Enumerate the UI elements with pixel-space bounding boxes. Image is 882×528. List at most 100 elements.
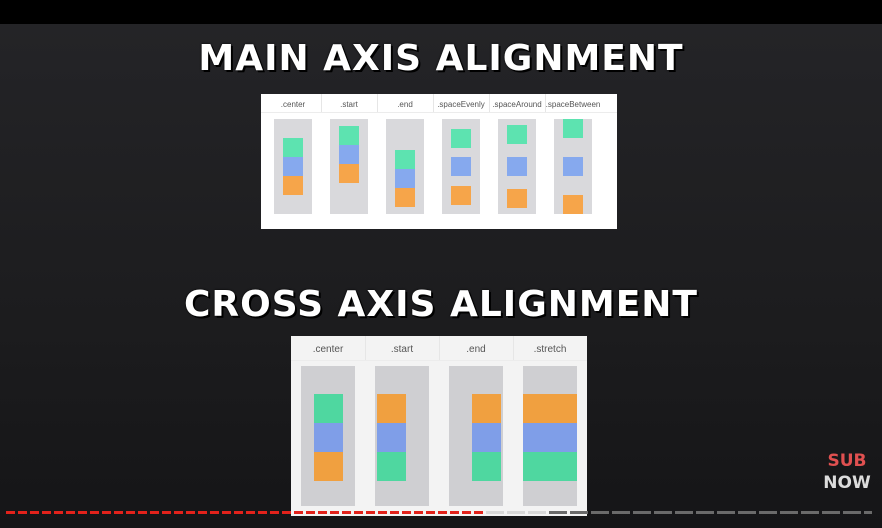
- green-box: [283, 138, 303, 157]
- progress-segment: [246, 511, 255, 514]
- green-box: [339, 126, 359, 145]
- header-divider: [261, 112, 617, 113]
- orange-box: [472, 394, 501, 423]
- column-separator: [433, 94, 434, 112]
- green-box: [451, 128, 471, 148]
- main-axis-diagram: .center .start .end .spaceEvenly .spaceAroun…: [261, 94, 617, 229]
- progress-segment: [378, 511, 387, 514]
- cross-axis-heading: CROSS AXIS ALIGNMENT: [184, 284, 698, 325]
- green-box: [507, 125, 527, 145]
- main-axis-heading: MAIN AXIS ALIGNMENT: [198, 38, 684, 79]
- progress-segment: [738, 511, 756, 514]
- blue-box: [523, 423, 577, 452]
- cross-axis-diagram: .center .start .end .stretch: [291, 336, 587, 516]
- orange-box: [451, 185, 471, 205]
- progress-segment: [330, 511, 339, 514]
- green-box: [377, 452, 406, 481]
- orange-box: [507, 188, 527, 208]
- progress-segment: [717, 511, 735, 514]
- progress-segment: [294, 511, 303, 514]
- progress-segment: [654, 511, 672, 514]
- progress-segment: [780, 511, 798, 514]
- blue-box: [339, 145, 359, 164]
- column-label: .start: [390, 344, 414, 355]
- container-track: [274, 119, 312, 214]
- column-label: .center: [280, 100, 306, 109]
- header-divider: [291, 360, 587, 361]
- blue-box: [283, 157, 303, 176]
- progress-segment: [822, 511, 840, 514]
- progress-segment: [114, 511, 123, 514]
- main-axis-column: .spaceBetween: [545, 94, 601, 229]
- progress-segment: [474, 511, 483, 514]
- main-axis-column: .start: [321, 94, 377, 229]
- main-axis-column: .center: [265, 94, 321, 229]
- green-box: [313, 394, 343, 423]
- green-box: [523, 452, 577, 481]
- subscribe-badge-line1: SUB: [827, 451, 867, 471]
- subscribe-badge-line2: NOW: [823, 473, 871, 493]
- column-separator: [377, 94, 378, 112]
- progress-segment: [30, 511, 39, 514]
- progress-segment: [675, 511, 693, 514]
- container-track: [386, 119, 424, 214]
- progress-segment: [801, 511, 819, 514]
- progress-segment: [282, 511, 291, 514]
- column-label: .start: [340, 100, 358, 109]
- video-progress-bar[interactable]: [0, 511, 882, 514]
- blue-box: [313, 423, 343, 452]
- column-label: .stretch: [533, 344, 567, 355]
- container-track: [301, 366, 355, 506]
- column-label: .spaceAround: [492, 100, 542, 109]
- container-track: [375, 366, 429, 506]
- progress-segment: [414, 511, 423, 514]
- progress-segment: [342, 511, 351, 514]
- progress-segment: [18, 511, 27, 514]
- orange-box: [563, 195, 583, 214]
- blue-box: [395, 169, 415, 188]
- blue-box: [472, 423, 501, 452]
- column-separator: [513, 336, 514, 360]
- container-track: [498, 119, 536, 214]
- progress-segment: [162, 511, 171, 514]
- container-track: [330, 119, 368, 214]
- progress-segment: [54, 511, 63, 514]
- progress-segment: [186, 511, 195, 514]
- progress-segment: [318, 511, 327, 514]
- progress-segment: [306, 511, 315, 514]
- progress-segment: [843, 511, 861, 514]
- container-track: [449, 366, 503, 506]
- progress-segment: [138, 511, 147, 514]
- progress-segment: [78, 511, 87, 514]
- cross-axis-column: .end: [439, 336, 513, 516]
- top-black-bar: [0, 0, 882, 24]
- orange-box: [283, 176, 303, 195]
- cross-axis-column: .start: [365, 336, 439, 516]
- progress-segment: [66, 511, 75, 514]
- column-separator: [439, 336, 440, 360]
- column-separator: [489, 94, 490, 112]
- progress-segment: [462, 511, 471, 514]
- progress-segment: [402, 511, 411, 514]
- progress-segment: [633, 511, 651, 514]
- progress-segment: [90, 511, 99, 514]
- orange-box: [395, 188, 415, 207]
- progress-segment: [864, 511, 872, 514]
- progress-segment: [222, 511, 231, 514]
- progress-segment: [234, 511, 243, 514]
- column-label: .end: [397, 100, 413, 109]
- column-label: .spaceEvenly: [437, 100, 485, 109]
- progress-segment: [102, 511, 111, 514]
- progress-segment: [759, 511, 777, 514]
- progress-segment: [528, 511, 546, 514]
- progress-segment: [570, 511, 588, 514]
- blue-box: [507, 157, 527, 176]
- green-box: [472, 452, 501, 481]
- column-label: .spaceBetween: [545, 100, 601, 109]
- column-separator: [545, 94, 546, 112]
- subscribe-badge[interactable]: SUB NOW: [822, 450, 872, 494]
- column-separator: [365, 336, 366, 360]
- orange-box: [523, 394, 577, 423]
- progress-segment: [696, 511, 714, 514]
- progress-segment: [612, 511, 630, 514]
